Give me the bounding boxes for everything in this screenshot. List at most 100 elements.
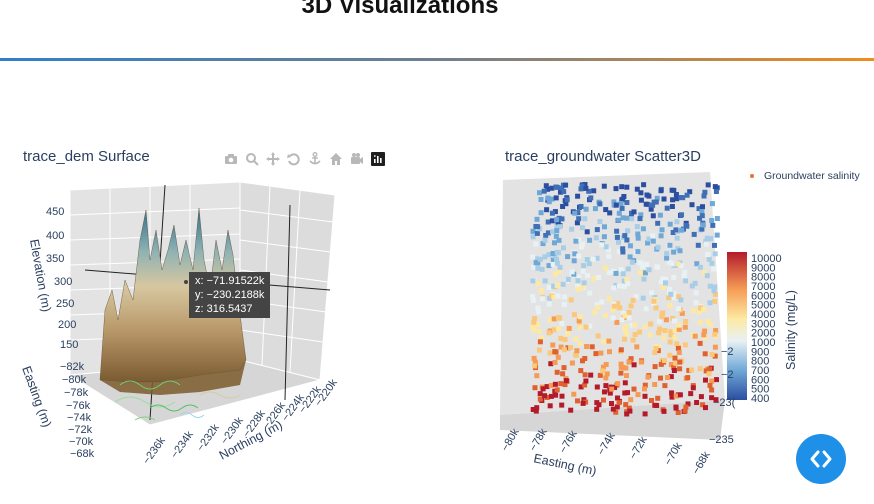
scatter-point[interactable] [625, 228, 631, 234]
scatter-point[interactable] [705, 319, 711, 324]
scatter-point[interactable] [678, 297, 684, 303]
scatter-point[interactable] [712, 298, 718, 304]
scatter-point[interactable] [707, 322, 713, 328]
scatter-point[interactable] [599, 299, 605, 305]
scatter-point[interactable] [712, 353, 718, 359]
scatter-point[interactable] [624, 215, 629, 221]
scatter-point[interactable] [671, 368, 677, 373]
scatter-point[interactable] [553, 184, 559, 190]
scatter-point[interactable] [606, 247, 611, 253]
scatter-point[interactable] [686, 367, 692, 373]
scatter-point[interactable] [678, 195, 684, 200]
scatter-point[interactable] [696, 309, 702, 315]
scatter-point[interactable] [682, 324, 688, 330]
scatter-point[interactable] [557, 264, 563, 270]
scatter-point[interactable] [621, 283, 627, 289]
scatter-point[interactable] [648, 206, 654, 212]
scatter-point[interactable] [575, 237, 581, 243]
scatter-point[interactable] [578, 204, 584, 209]
scatter-point[interactable] [670, 197, 676, 203]
scatter-point[interactable] [697, 340, 703, 346]
scatter-point[interactable] [659, 227, 665, 233]
scatter-point[interactable] [668, 362, 674, 367]
scatter-point[interactable] [624, 200, 630, 205]
scatter-point[interactable] [576, 318, 582, 324]
scatter-point[interactable] [645, 240, 651, 246]
scatter-point[interactable] [564, 197, 570, 203]
scatter-point[interactable] [614, 234, 620, 240]
scatter-point[interactable] [653, 305, 659, 311]
scatter-point[interactable] [560, 281, 566, 287]
scatter-point[interactable] [542, 254, 548, 260]
scatter-point[interactable] [626, 405, 632, 411]
scatter-point[interactable] [547, 317, 553, 323]
scatter-point[interactable] [706, 371, 712, 377]
scatter-point[interactable] [681, 273, 687, 279]
scatter-point[interactable] [711, 288, 717, 294]
scatter-point[interactable] [713, 397, 719, 403]
scatter-point[interactable] [640, 295, 646, 301]
scatter-point[interactable] [671, 274, 677, 280]
scatter-point[interactable] [580, 268, 586, 274]
scatter-point[interactable] [624, 237, 630, 243]
scatter-point[interactable] [594, 400, 600, 406]
scatter-point[interactable] [556, 268, 562, 274]
scatter-point[interactable] [659, 310, 665, 316]
scatter-point[interactable] [560, 371, 566, 377]
scatter-point[interactable] [597, 219, 603, 224]
scatter-point[interactable] [582, 182, 588, 187]
scatter-point[interactable] [679, 227, 685, 233]
scatter-point[interactable] [671, 365, 677, 371]
scatter-point[interactable] [634, 344, 640, 350]
scatter-point[interactable] [705, 182, 711, 188]
scatter-point[interactable] [603, 207, 609, 213]
scatter-point[interactable] [615, 300, 621, 306]
scatter-point[interactable] [655, 264, 660, 270]
scatter-point[interactable] [683, 319, 689, 324]
scatter-point[interactable] [649, 290, 654, 296]
scatter-point[interactable] [614, 228, 620, 234]
scatter-point[interactable] [549, 210, 555, 216]
scatter-point[interactable] [682, 342, 688, 348]
scatter-point[interactable] [532, 363, 538, 369]
scatter-point[interactable] [689, 367, 695, 373]
scatter-point[interactable] [618, 370, 624, 376]
scatter-point[interactable] [531, 319, 537, 325]
scatter-point[interactable] [675, 346, 681, 351]
scatter-point[interactable] [534, 405, 540, 411]
home-icon[interactable] [327, 150, 345, 168]
scatter-point[interactable] [551, 327, 557, 333]
scatter-point[interactable] [552, 209, 558, 215]
scatter-point[interactable] [699, 209, 705, 214]
scatter-point[interactable] [624, 373, 629, 379]
scatter-point[interactable] [530, 324, 536, 330]
scatter-point[interactable] [671, 295, 677, 301]
scatter-point[interactable] [582, 216, 588, 222]
scatter-point[interactable] [537, 339, 543, 345]
scatter-point[interactable] [576, 216, 582, 222]
scatter-point[interactable] [546, 199, 552, 205]
scatter-point[interactable] [712, 184, 718, 190]
scatter-point[interactable] [713, 328, 719, 334]
scatter-point[interactable] [606, 338, 612, 344]
scatter-point[interactable] [619, 317, 625, 323]
scatter-point[interactable] [535, 265, 541, 271]
scatter-point[interactable] [655, 244, 661, 250]
scatter-point[interactable] [585, 273, 590, 279]
scatter-point[interactable] [688, 391, 694, 397]
scatter-point[interactable] [562, 382, 568, 388]
scatter-point[interactable] [625, 390, 630, 396]
scatter-point[interactable] [603, 362, 609, 367]
scatter-point[interactable] [670, 230, 676, 235]
scatter-point[interactable] [619, 197, 625, 203]
scatter-point[interactable] [550, 342, 556, 348]
scatter-point[interactable] [593, 235, 599, 241]
scatter-point[interactable] [559, 185, 565, 191]
scatter-point[interactable] [544, 395, 550, 400]
scatter-points[interactable] [530, 182, 720, 417]
scatter-point[interactable] [693, 290, 699, 296]
scatter-point[interactable] [616, 217, 622, 223]
scatter-point[interactable] [697, 215, 702, 221]
floor-contours[interactable] [114, 380, 241, 421]
scatter-point[interactable] [541, 188, 547, 194]
